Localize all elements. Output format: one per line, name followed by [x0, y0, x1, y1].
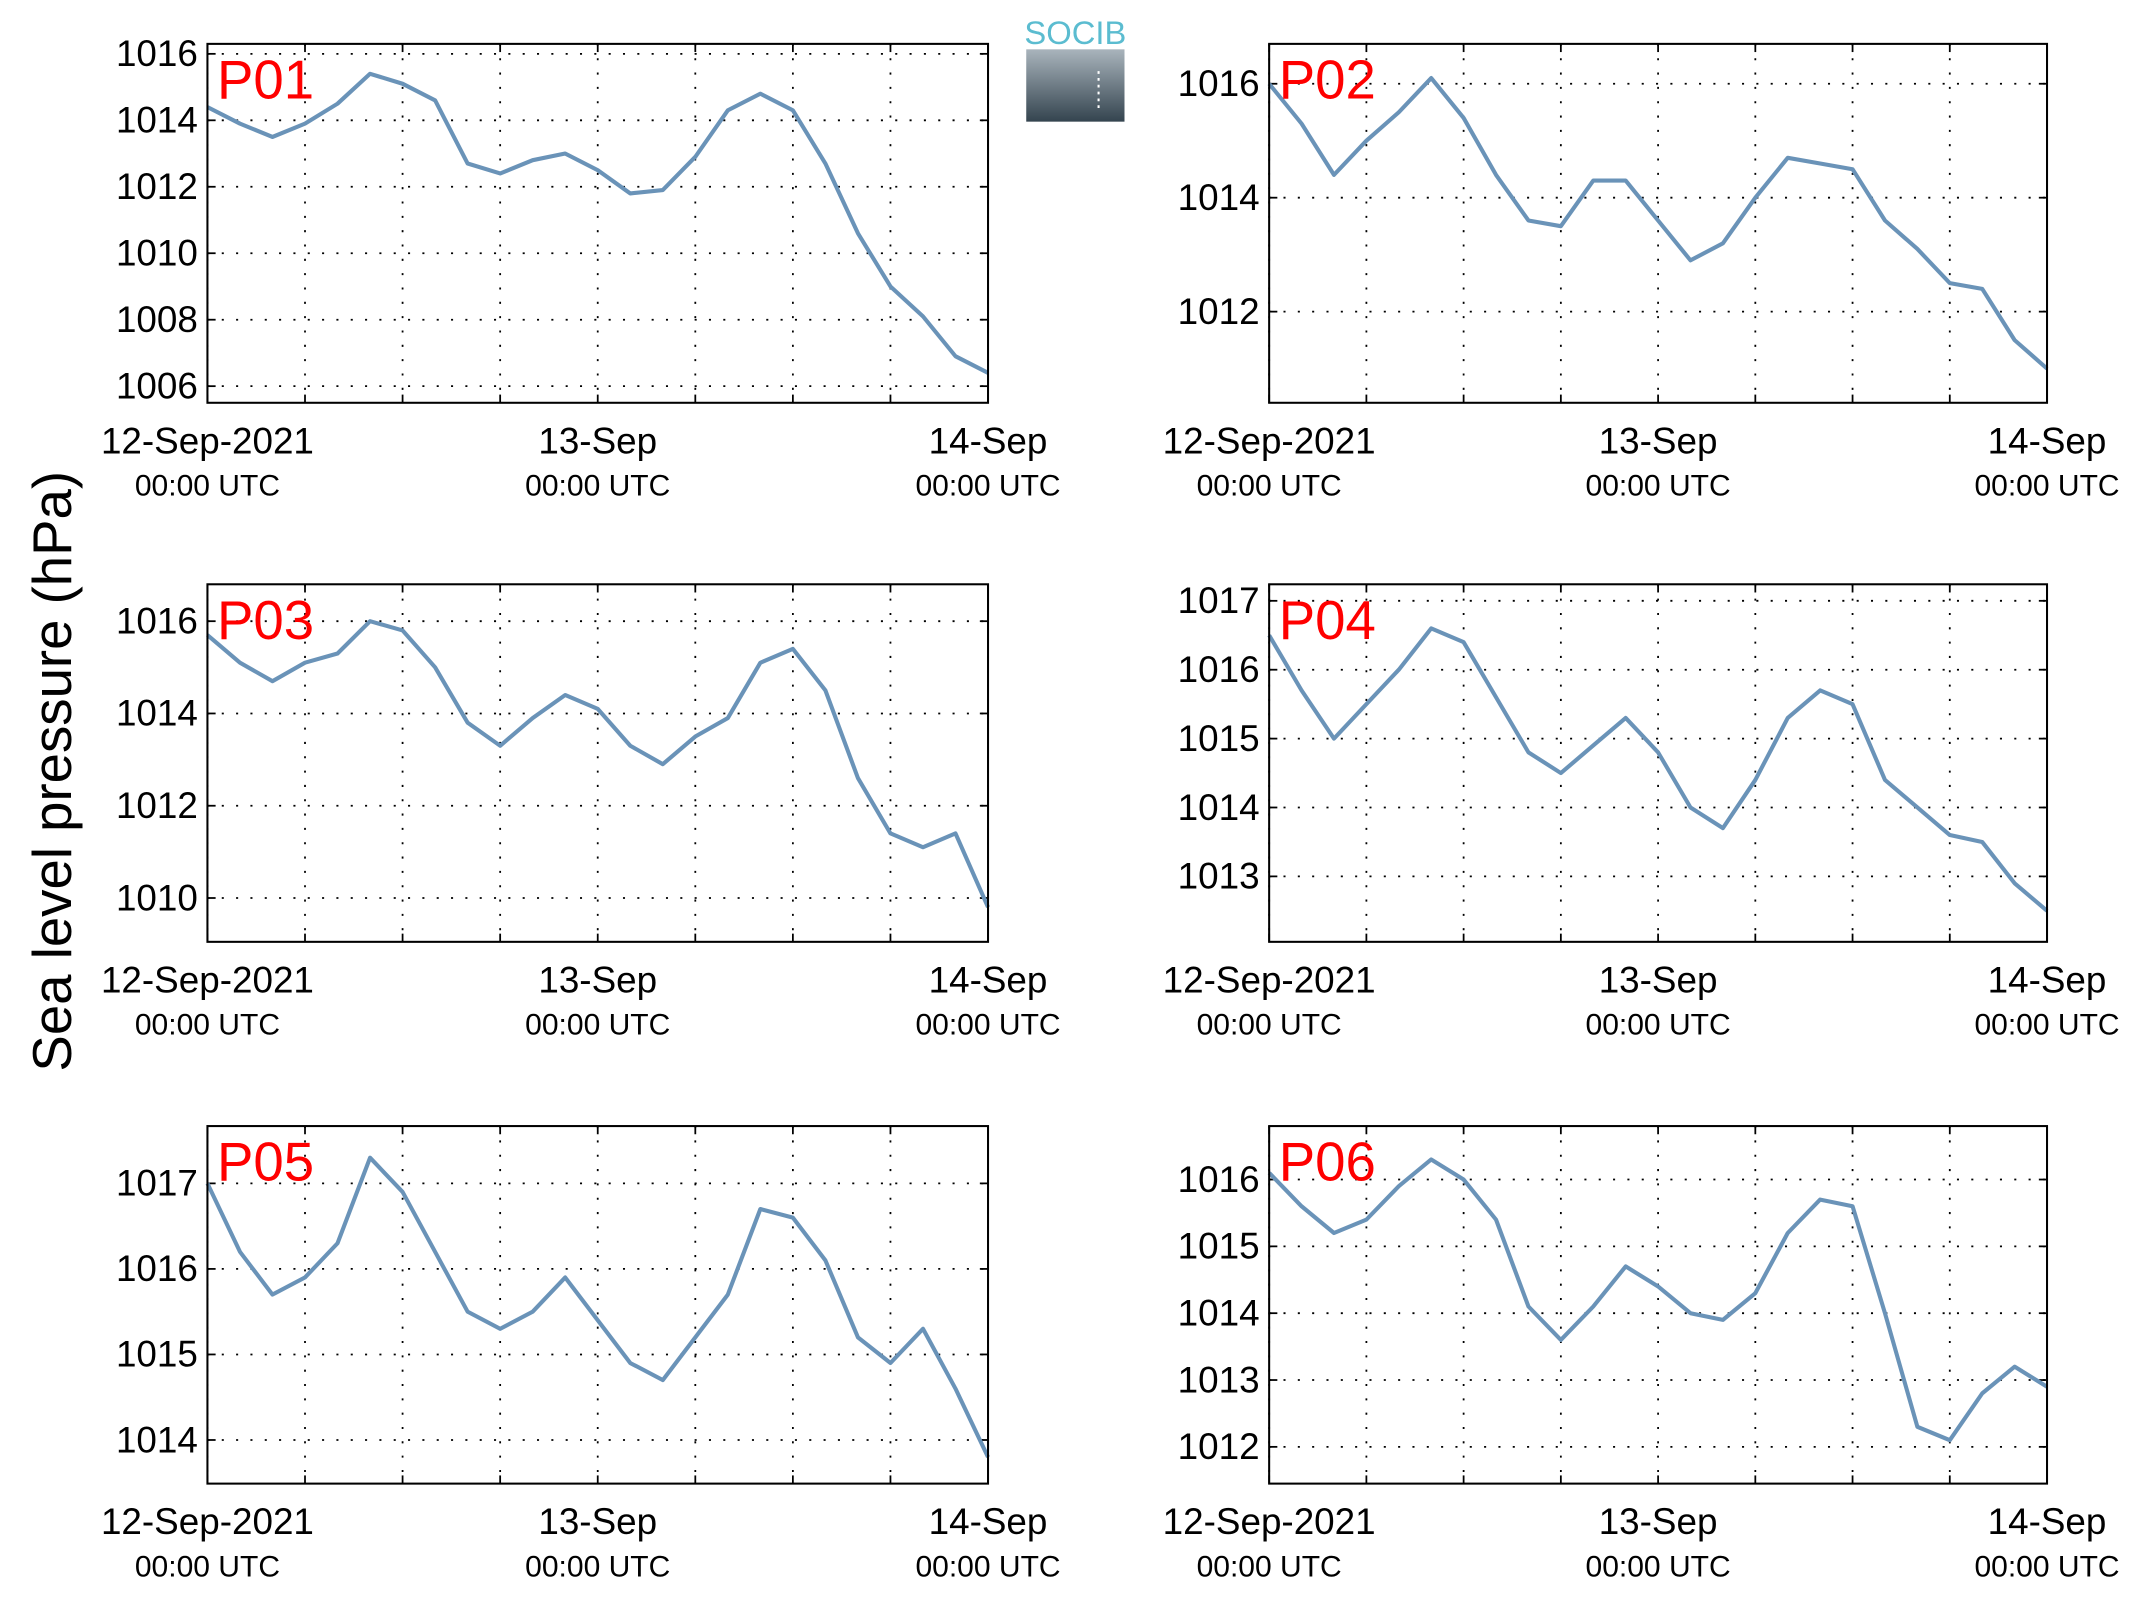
panel-title: P02: [1279, 49, 1376, 110]
x-tick-sublabel: 00:00 UTC: [1197, 470, 1342, 503]
y-tick-label: 1013: [1178, 1359, 1260, 1400]
y-tick-label: 1016: [116, 33, 198, 74]
y-tick-label: 1016: [1178, 649, 1260, 690]
y-tick-label: 1006: [116, 365, 198, 406]
x-tick-sublabel: 00:00 UTC: [1586, 470, 1731, 503]
x-tick-sublabel: 00:00 UTC: [525, 1550, 670, 1583]
y-tick-label: 1014: [1178, 787, 1260, 828]
x-tick-label: 14-Sep: [1988, 959, 2107, 1000]
x-tick-sublabel: 00:00 UTC: [1974, 1009, 2119, 1042]
x-tick-sublabel: 00:00 UTC: [915, 1009, 1060, 1042]
y-tick-label: 1012: [1178, 291, 1260, 332]
x-tick-label: 13-Sep: [1599, 1501, 1718, 1542]
y-tick-label: 1017: [116, 1163, 198, 1204]
x-tick-sublabel: 00:00 UTC: [1974, 470, 2119, 503]
x-tick-sublabel: 00:00 UTC: [915, 1550, 1060, 1583]
axes-frame: [1268, 1125, 2049, 1485]
x-tick-label: 13-Sep: [1599, 959, 1718, 1000]
axes-frame: [1268, 42, 2049, 404]
plot-area: [207, 43, 989, 403]
y-tick-label: 1015: [1178, 1226, 1260, 1267]
x-tick-label: 12-Sep-2021: [101, 420, 314, 461]
x-tick-sublabel: 00:00 UTC: [1974, 1550, 2119, 1583]
panel-title: P03: [217, 590, 314, 651]
x-tick-label: 12-Sep-2021: [1163, 959, 1376, 1000]
y-tick-label: 1010: [116, 233, 198, 274]
axes-frame: [206, 1125, 990, 1485]
y-tick-label: 1016: [116, 1248, 198, 1289]
x-tick-label: 13-Sep: [1599, 420, 1718, 461]
y-tick-label: 1015: [1178, 718, 1260, 759]
x-tick-label: 14-Sep: [1988, 1501, 2107, 1542]
line: [206, 619, 990, 909]
y-tick-label: 1016: [1178, 1159, 1260, 1200]
line: [206, 71, 989, 375]
x-tick-sublabel: 00:00 UTC: [525, 1009, 670, 1042]
x-tick-sublabel: 00:00 UTC: [135, 1550, 280, 1583]
line: [205, 1155, 990, 1458]
axes-frame: [206, 583, 990, 943]
line: [1267, 76, 2049, 371]
y-tick-label: 1014: [116, 100, 198, 141]
y-tick-label: 1010: [116, 877, 198, 918]
y-tick-label: 1014: [1178, 1292, 1260, 1333]
x-tick-label: 13-Sep: [538, 959, 657, 1000]
y-tick-label: 1016: [116, 600, 198, 641]
y-tick-label: 1015: [116, 1334, 198, 1375]
x-tick-sublabel: 00:00 UTC: [1197, 1009, 1342, 1042]
y-tick-label: 1012: [116, 785, 198, 826]
plot-area: [1269, 584, 2048, 942]
y-tick-label: 1012: [1178, 1426, 1260, 1467]
x-tick-label: 14-Sep: [1988, 420, 2107, 461]
line: [1267, 1157, 2049, 1443]
x-tick-label: 12-Sep-2021: [1163, 420, 1376, 461]
x-tick-sublabel: 00:00 UTC: [135, 1009, 280, 1042]
y-tick-label: 1012: [116, 166, 198, 207]
x-tick-sublabel: 00:00 UTC: [915, 470, 1060, 503]
y-tick-label: 1013: [1178, 856, 1260, 897]
panel-title: P01: [217, 49, 314, 110]
axes-frame: [206, 42, 990, 404]
x-tick-sublabel: 00:00 UTC: [1197, 1550, 1342, 1583]
panel-title: P06: [1279, 1132, 1376, 1193]
x-tick-label: 12-Sep-2021: [1163, 1501, 1376, 1542]
plot-area: [207, 1126, 989, 1484]
x-tick-label: 13-Sep: [538, 1501, 657, 1542]
x-tick-label: 12-Sep-2021: [101, 959, 314, 1000]
y-tick-label: 1014: [116, 693, 198, 734]
x-tick-sublabel: 00:00 UTC: [1586, 1009, 1731, 1042]
x-tick-sublabel: 00:00 UTC: [525, 470, 670, 503]
panel-title: P04: [1279, 590, 1376, 651]
line: [1267, 626, 2049, 913]
x-tick-sublabel: 00:00 UTC: [135, 470, 280, 503]
logo-box: [1026, 49, 1125, 122]
x-tick-label: 13-Sep: [538, 420, 657, 461]
axes-frame: [1268, 583, 2049, 943]
y-tick-label: 1016: [1178, 63, 1260, 104]
x-tick-sublabel: 00:00 UTC: [1586, 1550, 1731, 1583]
x-tick-label: 14-Sep: [929, 1501, 1048, 1542]
y-tick-label: 1008: [116, 299, 198, 340]
y-tick-label: 1014: [1178, 177, 1260, 218]
y-tick-label: 1017: [1178, 580, 1260, 621]
x-tick-label: 12-Sep-2021: [101, 1501, 314, 1542]
x-tick-label: 14-Sep: [929, 959, 1048, 1000]
panel-title: P05: [217, 1132, 314, 1193]
plot-area: [207, 584, 989, 942]
logo: SOCIB: [1024, 14, 1126, 122]
y-axis-label: Sea level pressure (hPa): [22, 471, 83, 1072]
y-tick-label: 1014: [116, 1419, 198, 1460]
x-tick-label: 14-Sep: [929, 420, 1048, 461]
logo-text: SOCIB: [1024, 14, 1126, 51]
